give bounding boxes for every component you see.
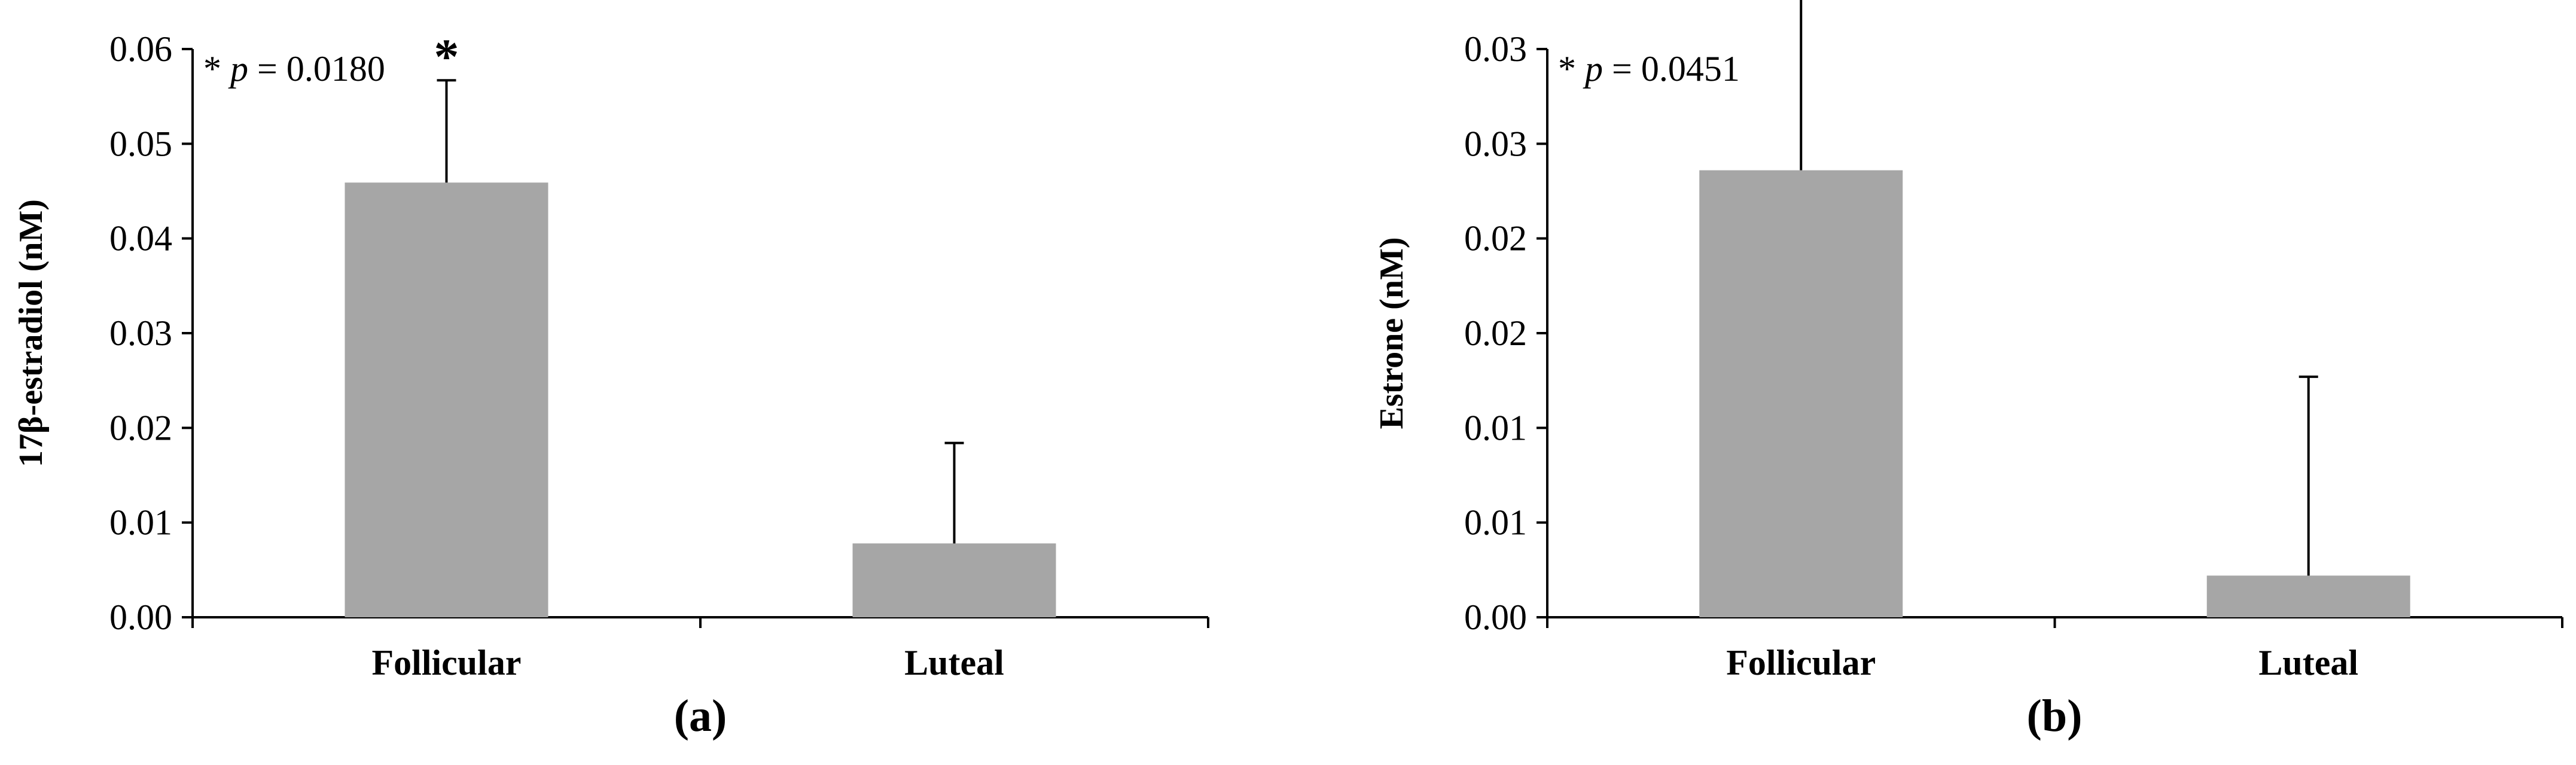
- p-value-annotation: * p = 0.0451: [1558, 49, 1740, 89]
- category-label-luteal: Luteal: [2258, 643, 2358, 682]
- category-label-follicular: Follicular: [372, 643, 522, 682]
- y-tick-label: 0.06: [109, 29, 172, 69]
- annotation-p-symbol: p: [1583, 49, 1603, 89]
- y-axis-title: Estrone (nM): [1373, 237, 1410, 429]
- y-tick-label: 0.02: [109, 408, 172, 447]
- y-tick-label: 0.03: [1464, 124, 1527, 163]
- y-tick-label: 0.02: [1464, 219, 1527, 258]
- panel-label: (a): [674, 691, 727, 741]
- y-tick-label: 0.00: [109, 598, 172, 637]
- bar-luteal: [852, 543, 1056, 617]
- y-tick-label: 0.01: [109, 503, 172, 542]
- p-value-annotation: * p = 0.0180: [203, 49, 385, 89]
- y-axis-title: 17β-estradiol (nM): [13, 199, 50, 467]
- y-tick-label: 0.03: [109, 313, 172, 353]
- y-tick-label: 0.04: [109, 219, 172, 258]
- annotation-p-value: = 0.0180: [257, 49, 385, 89]
- annotation-p-symbol: p: [228, 49, 248, 89]
- annotation-star: *: [1558, 49, 1576, 89]
- annotation-star: *: [203, 49, 221, 89]
- y-tick-label: 0.01: [1464, 408, 1527, 447]
- chart-panel-a: 0.00 0.01 0.02 0.03 0.04 0.05 0.06 Follicular * L…: [13, 29, 1209, 741]
- y-tick-label: 0.01: [1464, 503, 1527, 542]
- y-tick-label: 0.00: [1464, 598, 1527, 637]
- category-label-luteal: Luteal: [904, 643, 1004, 682]
- annotation-p-value: = 0.0451: [1612, 49, 1740, 89]
- bar-follicular: [1699, 170, 1903, 618]
- chart-panel-b: 0.00 0.01 0.01 0.02 0.02 0.03 0.03 Follicular * L…: [1373, 0, 2563, 741]
- significance-marker: *: [434, 29, 459, 84]
- bar-luteal: [2206, 575, 2410, 617]
- y-tick-label: 0.03: [1464, 29, 1527, 69]
- y-tick-label: 0.05: [109, 124, 172, 163]
- y-tick-label: 0.02: [1464, 313, 1527, 353]
- category-label-follicular: Follicular: [1726, 643, 1876, 682]
- bar-follicular: [345, 182, 548, 617]
- panel-label: (b): [2027, 691, 2083, 741]
